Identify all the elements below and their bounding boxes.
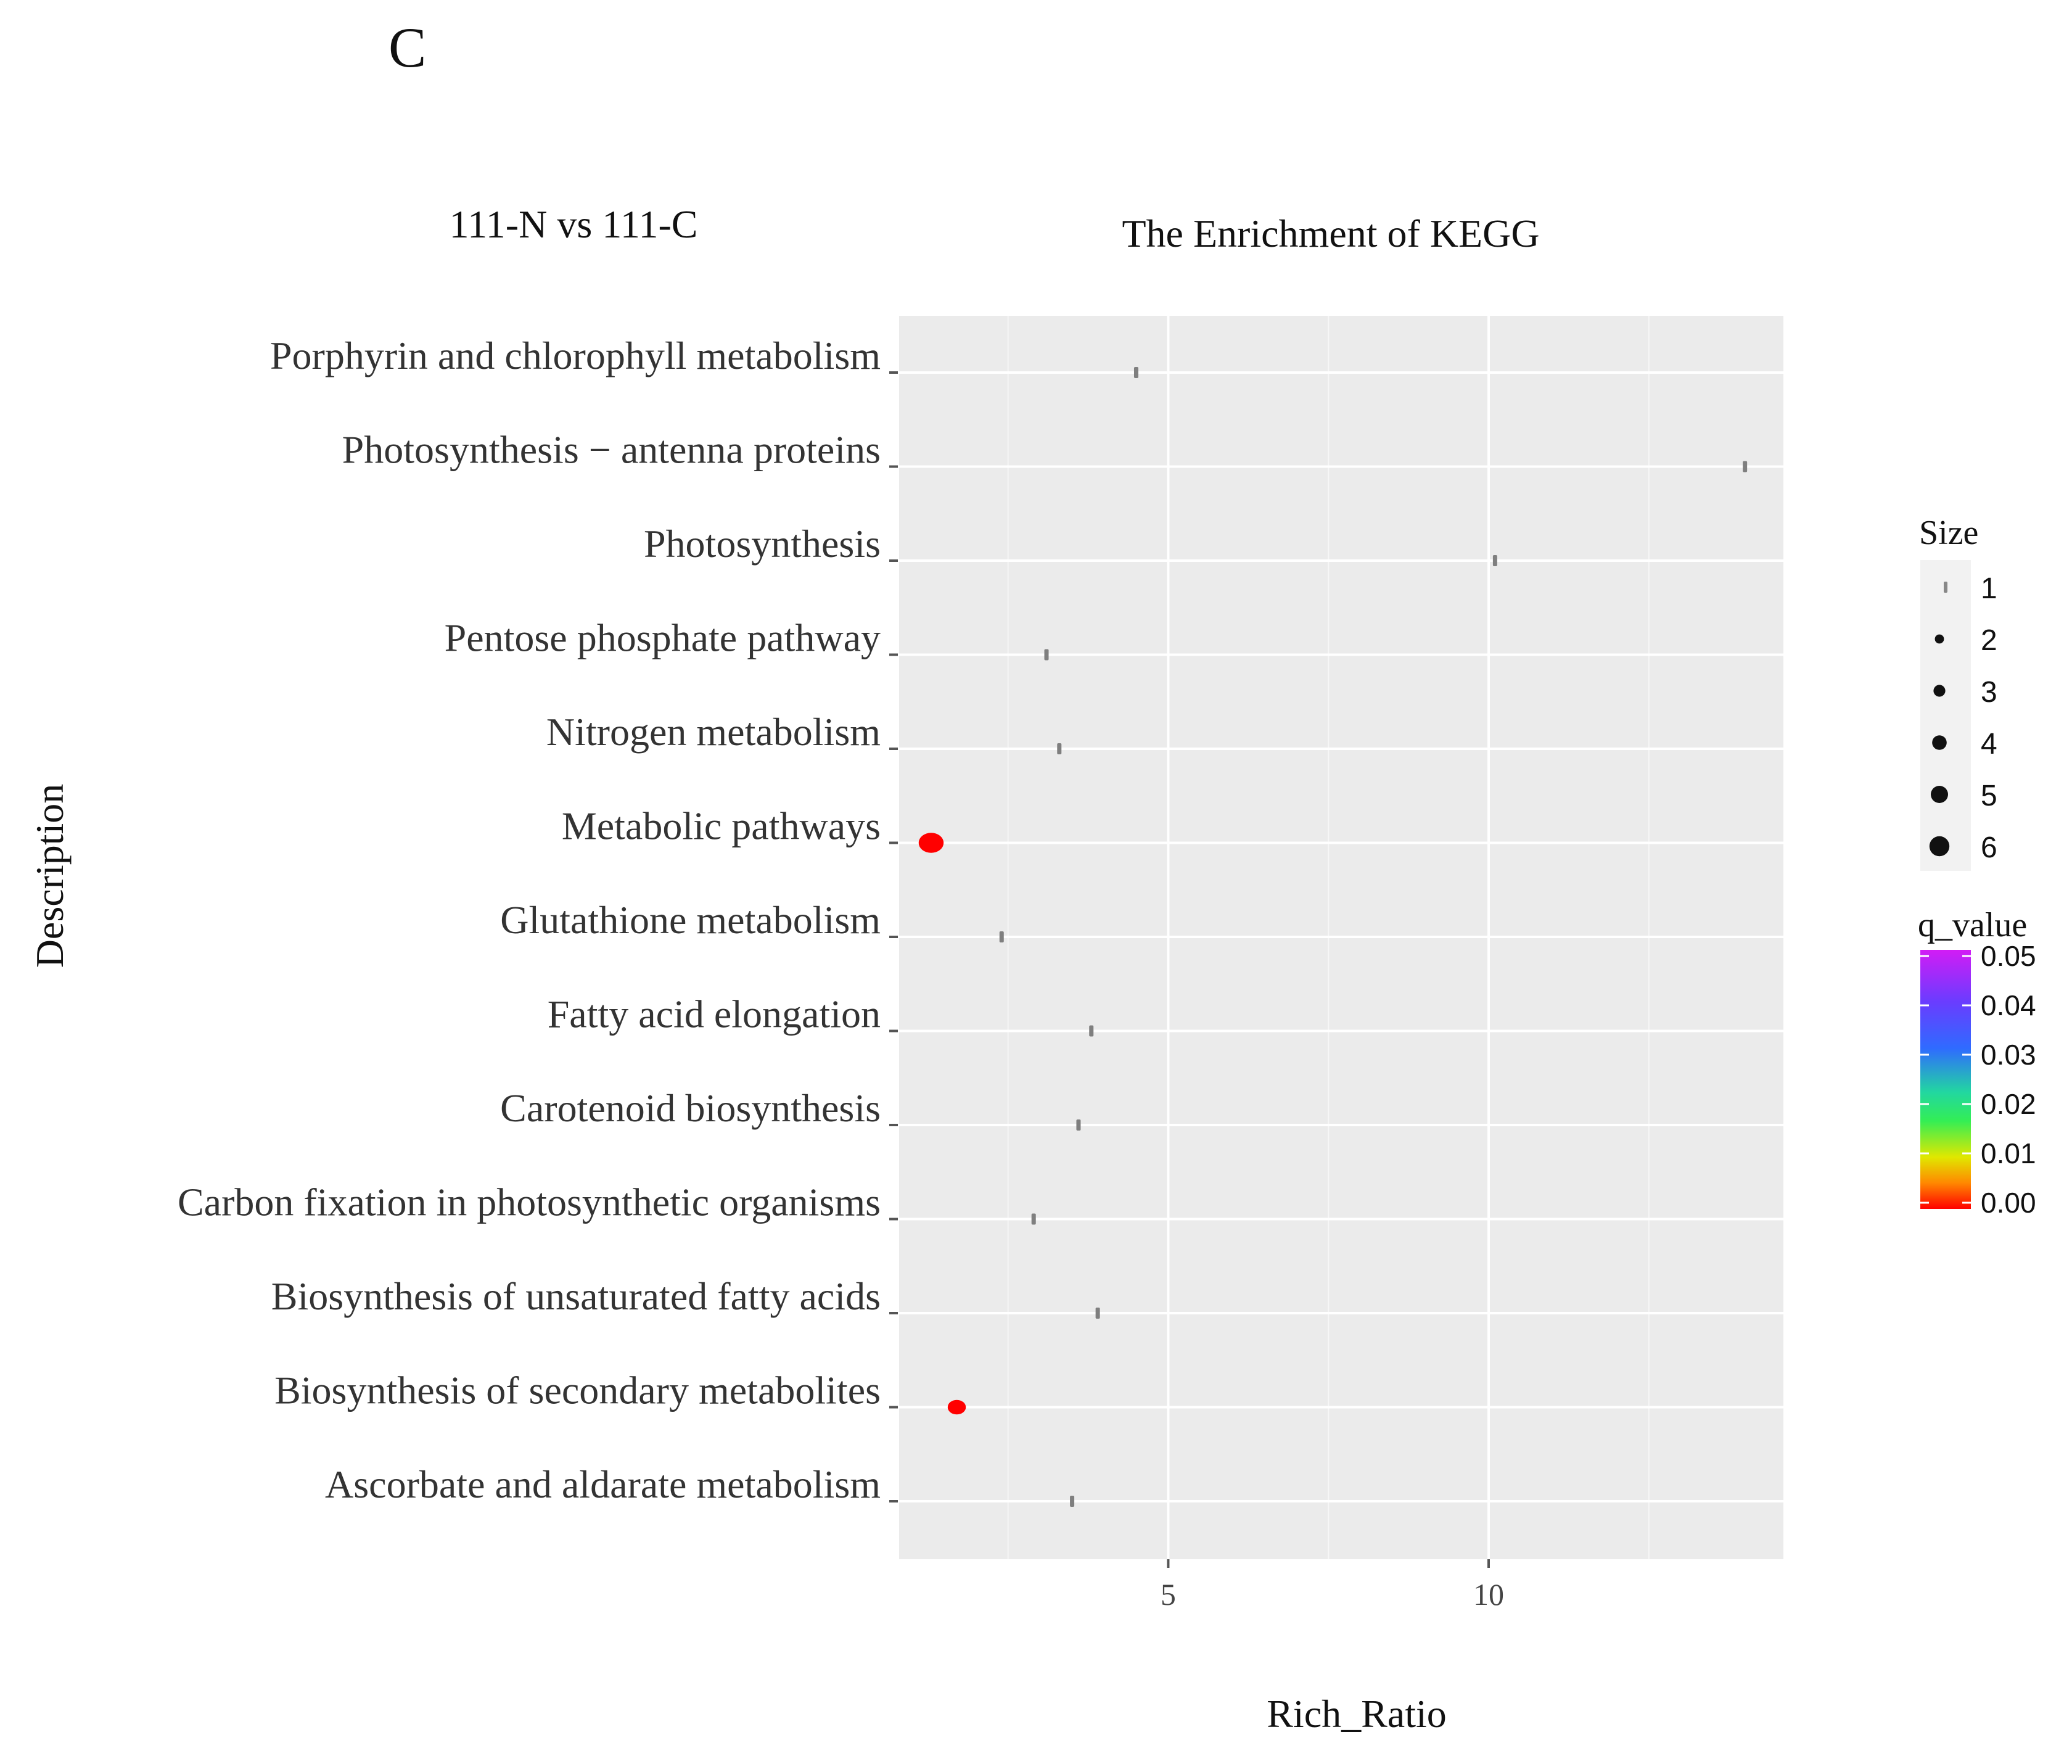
y-tick-label: Glutathione metabolism xyxy=(500,898,881,942)
q-value-legend-title: q_value xyxy=(1918,906,2027,944)
q-value-legend: q_value 0.05 0.04 0.03 0.02 0.01 0.00 xyxy=(1918,906,2036,1219)
q-value-colorbar xyxy=(1920,950,1971,1209)
size-legend-label: 6 xyxy=(1981,831,1997,864)
y-tick-label: Photosynthesis − antenna proteins xyxy=(342,428,881,472)
q-value-tick-label: 0.04 xyxy=(1981,989,2036,1021)
x-axis-title: Rich_Ratio xyxy=(1267,1692,1447,1736)
size-legend-key-bg xyxy=(1920,560,1971,871)
data-point xyxy=(1089,1025,1094,1037)
data-point xyxy=(1057,743,1062,754)
size-legend-key xyxy=(1944,582,1947,593)
data-point xyxy=(1044,649,1049,661)
size-legend-label: 3 xyxy=(1981,676,1997,709)
panel-label: C xyxy=(388,16,426,79)
size-legend-key xyxy=(1934,634,1944,644)
size-legend-title: Size xyxy=(1919,514,1978,552)
size-legend-label: 1 xyxy=(1981,572,1997,605)
q-value-tick-label: 0.01 xyxy=(1981,1137,2036,1169)
data-points xyxy=(918,367,1748,1507)
size-legend-label: 5 xyxy=(1981,780,1997,812)
x-axis: 5 10 xyxy=(1161,1559,1504,1612)
y-axis: Porphyrin and chlorophyll metabolism Phot… xyxy=(178,334,898,1506)
size-legend-key xyxy=(1932,735,1947,750)
y-tick-label: Fatty acid elongation xyxy=(548,992,881,1036)
data-point xyxy=(1133,367,1138,378)
data-point xyxy=(999,931,1004,942)
size-legend-label: 2 xyxy=(1981,624,1997,657)
y-tick-label: Ascorbate and aldarate metabolism xyxy=(325,1462,881,1506)
data-point xyxy=(1076,1119,1081,1131)
data-point xyxy=(947,1399,966,1415)
x-tick-label: 10 xyxy=(1473,1577,1504,1612)
data-point xyxy=(1743,461,1748,472)
chart-title: The Enrichment of KEGG xyxy=(1122,212,1539,255)
data-point xyxy=(918,833,944,853)
y-tick-label: Pentose phosphate pathway xyxy=(445,616,881,660)
y-tick-label: Porphyrin and chlorophyll metabolism xyxy=(270,334,881,377)
y-tick-label: Nitrogen metabolism xyxy=(546,710,881,754)
x-tick-label: 5 xyxy=(1161,1577,1176,1612)
q-value-tick-label: 0.00 xyxy=(1981,1187,2036,1219)
size-legend-key xyxy=(1933,685,1946,697)
y-tick-label: Metabolic pathways xyxy=(562,804,881,848)
size-legend-key xyxy=(1931,786,1948,803)
y-tick-label: Biosynthesis of unsaturated fatty acids xyxy=(271,1274,881,1318)
data-point xyxy=(1492,555,1497,566)
size-legend-key xyxy=(1929,836,1950,857)
y-tick-label: Biosynthesis of secondary metabolites xyxy=(274,1369,881,1412)
y-tick-label: Carbon fixation in photosynthetic organi… xyxy=(178,1181,881,1224)
y-tick-label: Carotenoid biosynthesis xyxy=(500,1086,881,1130)
data-point xyxy=(1095,1308,1100,1319)
q-value-tick-label: 0.03 xyxy=(1981,1039,2036,1071)
size-legend-label: 4 xyxy=(1981,728,1997,760)
data-point xyxy=(1031,1213,1036,1225)
y-tick-label: Photosynthesis xyxy=(644,522,881,566)
data-point xyxy=(1070,1496,1075,1507)
q-value-tick-label: 0.05 xyxy=(1981,940,2036,972)
chart-subtitle: 111-N vs 111-C xyxy=(450,202,698,246)
q-value-tick-label: 0.02 xyxy=(1981,1088,2036,1120)
size-legend: Size 1 2 3 4 5 6 xyxy=(1919,514,1997,871)
y-axis-title: Description xyxy=(28,784,72,968)
